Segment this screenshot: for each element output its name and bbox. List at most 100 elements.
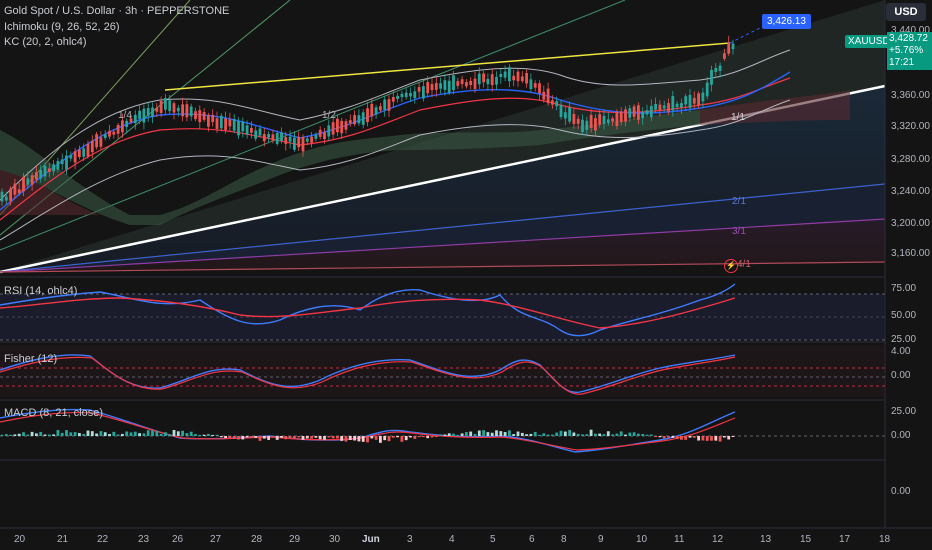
time-tick: 30 [329, 534, 341, 545]
macd-histogram-bar [284, 436, 288, 440]
candle-body [125, 120, 129, 128]
macd-pane[interactable] [0, 408, 885, 453]
candle-body [529, 79, 533, 90]
macd-histogram-bar [172, 429, 176, 436]
macd-histogram-bar [241, 436, 245, 440]
macd-histogram-bar [245, 436, 249, 438]
candle-body [323, 132, 326, 140]
macd-histogram-bar [60, 432, 64, 436]
macd-legend[interactable]: MACD (8, 21, close) [4, 407, 104, 419]
candle-body [546, 88, 550, 104]
candle-body [658, 104, 662, 111]
rsi-legend[interactable]: RSI (14, ohlc4) [4, 285, 78, 297]
candle-body [108, 130, 111, 137]
candle-body [469, 80, 473, 86]
candle-body [353, 115, 356, 125]
macd-histogram-bar [293, 436, 296, 439]
candle-body [69, 155, 73, 159]
time-tick: 20 [14, 534, 26, 545]
ichimoku-legend[interactable]: Ichimoku (9, 26, 52, 26) [4, 21, 120, 33]
candle-body [606, 119, 610, 123]
macd-tick: 25.00 [891, 406, 917, 417]
candle-body [705, 82, 709, 97]
time-tick: 27 [210, 534, 222, 545]
candle-body [688, 94, 692, 108]
candle-body [714, 67, 718, 72]
candle-body [452, 75, 455, 91]
rsi-pane[interactable] [0, 283, 885, 341]
candle-body [387, 99, 391, 111]
currency-button[interactable]: USD [886, 3, 926, 21]
candle-body [17, 189, 21, 194]
candle-body [95, 134, 98, 148]
symbol-title[interactable]: Gold Spot / U.S. Dollar · 3h · PEPPERSTO… [4, 5, 230, 17]
candle-body [275, 132, 279, 144]
macd-histogram-bar [692, 436, 696, 438]
last-price: 3,428.72 [889, 33, 928, 44]
candle-body [460, 79, 464, 85]
price-tick: 3,160.00 [891, 248, 930, 259]
target-price-tag[interactable]: 3,426.13 [762, 14, 811, 29]
time-tick: 21 [57, 534, 69, 545]
macd-histogram-bar [237, 436, 240, 440]
macd-histogram-bar [684, 436, 688, 440]
macd-histogram-bar [662, 436, 666, 439]
time-tick: 17 [839, 534, 851, 545]
macd-histogram-bar [314, 436, 318, 438]
candle-body [146, 107, 150, 116]
time-tick: 29 [289, 534, 301, 545]
macd-histogram-bar [189, 431, 193, 436]
macd-histogram-bar [482, 430, 485, 436]
ichimoku-cloud [0, 90, 850, 225]
macd-histogram-bar [568, 429, 571, 436]
candle-body [490, 74, 494, 86]
time-tick: 26 [172, 534, 184, 545]
candle-body [611, 118, 614, 122]
candle-body [228, 119, 232, 127]
macd-histogram-bar [658, 436, 662, 438]
candle-body [164, 98, 167, 110]
candle-body [594, 118, 597, 131]
candle-body [280, 132, 283, 141]
macd-histogram-bar [99, 431, 103, 436]
price-tick: 3,440.00 [891, 25, 930, 36]
time-tick: 15 [800, 534, 812, 545]
candlestick-series[interactable] [0, 35, 735, 206]
candle-body [456, 81, 460, 86]
candle-body [194, 111, 197, 120]
macd-histogram-bar [202, 434, 206, 436]
time-tick: 13 [760, 534, 772, 545]
fan-label: 4/1 [737, 259, 751, 270]
lightning-icon[interactable]: ⚡ [724, 259, 738, 273]
fisher-pane[interactable] [0, 345, 885, 397]
macd-tick: 0.00 [891, 430, 911, 441]
fisher-legend[interactable]: Fisher (12) [4, 353, 58, 365]
macd-histogram-bar [396, 436, 399, 438]
candle-body [340, 120, 344, 134]
macd-histogram-bar [680, 436, 683, 440]
macd-histogram-bar [121, 433, 124, 436]
candle-body [305, 138, 309, 142]
candle-body [641, 111, 645, 119]
macd-histogram-bar [409, 436, 412, 438]
resistance-line[interactable] [164, 42, 731, 91]
fan-line-3-1 [0, 218, 886, 273]
macd-histogram-bar [443, 434, 447, 436]
candle-body [619, 111, 623, 122]
candle-body [168, 100, 172, 112]
macd-histogram-bar [697, 436, 700, 441]
candle-body [508, 67, 511, 82]
macd-histogram-bar [602, 434, 606, 436]
candle-body [232, 119, 236, 131]
macd-histogram-bar [331, 436, 335, 439]
macd-histogram-bar [90, 431, 94, 436]
macd-histogram-bar [606, 431, 610, 436]
macd-histogram-bar [348, 436, 352, 440]
keltner-legend[interactable]: KC (20, 2, ohlc4) [4, 36, 87, 48]
candle-body [675, 103, 679, 108]
macd-histogram-bar [275, 436, 279, 440]
macd-histogram-bar [576, 433, 580, 436]
candle-body [383, 99, 387, 110]
macd-histogram-bar [297, 436, 301, 438]
